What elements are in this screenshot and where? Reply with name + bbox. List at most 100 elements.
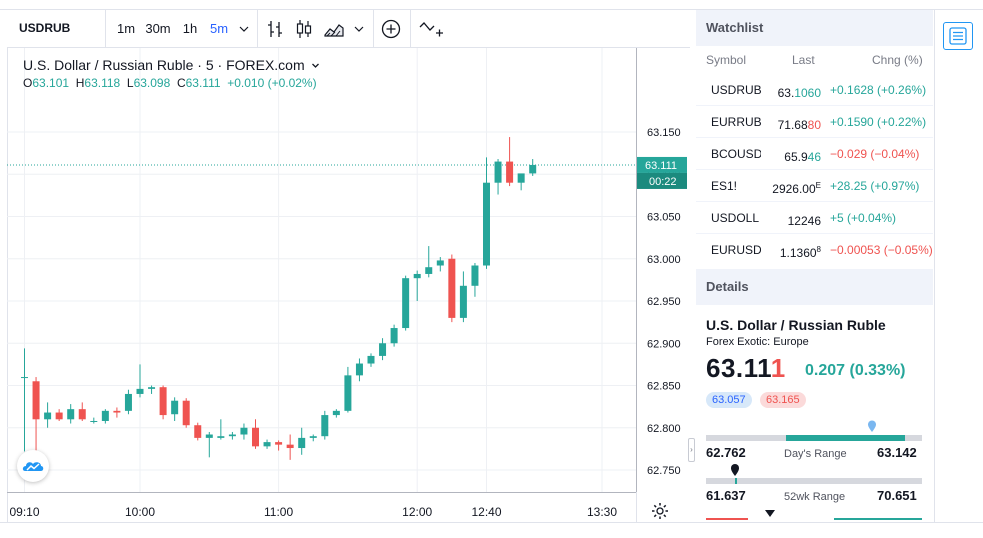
- area-style-icon[interactable]: [323, 18, 345, 40]
- price-main: 63.11: [706, 353, 771, 383]
- candle-body: [448, 258, 456, 318]
- chevron-down-icon[interactable]: [311, 61, 320, 70]
- candle-body: [483, 182, 490, 266]
- candle-body: [379, 343, 387, 356]
- toolbar-separator: [257, 10, 258, 47]
- gear-icon[interactable]: [650, 501, 670, 521]
- candle-body: [101, 410, 109, 421]
- chevron-down-icon[interactable]: [351, 18, 367, 40]
- week52-range-bar: [706, 478, 922, 484]
- candle-body: [367, 355, 375, 364]
- watchlist-symbol: BCOUSD: [711, 147, 761, 161]
- compare-add-icon[interactable]: [380, 18, 402, 40]
- y-axis-tick-label: 62.850: [647, 381, 681, 393]
- price-last-digit: 1: [770, 353, 786, 383]
- days-range-marker-icon: [868, 420, 876, 432]
- candle-body: [194, 425, 202, 438]
- watchlist-row[interactable]: USDRUB 63.1060 +0.1628 (+0.26%): [696, 74, 933, 106]
- triangle-down-icon: [765, 510, 775, 517]
- candle-body: [529, 164, 537, 174]
- week52-range-tick: [735, 478, 737, 484]
- legend-symbol-description[interactable]: U.S. Dollar / Russian Ruble · 5 · FOREX.…: [23, 57, 305, 73]
- week52-range-high: 70.651: [877, 488, 917, 503]
- watchlist-last: 12246: [788, 202, 821, 233]
- x-axis-tick-label: 13:30: [587, 505, 617, 519]
- candle-body: [44, 412, 52, 420]
- y-axis-tick-label: 62.900: [647, 338, 681, 350]
- instrument-category: Forex Exotic: Europe: [706, 336, 809, 348]
- candle-body: [217, 436, 225, 438]
- interval-5m-button[interactable]: 5m: [209, 21, 229, 36]
- watchlist-row[interactable]: ES1! 2926.00E +28.25 (+0.97%): [696, 170, 933, 202]
- candle-body: [124, 393, 132, 411]
- y-axis-tick-label: 63.050: [647, 212, 681, 224]
- watchlist-change: +0.1628 (+0.26%): [830, 83, 927, 97]
- y-axis-tick-label: 62.750: [647, 465, 681, 477]
- watchlist-change: −0.029 (−0.04%): [830, 147, 920, 161]
- panel-collapse-handle[interactable]: ›: [688, 438, 695, 462]
- y-axis-tick-label: 62.950: [647, 296, 681, 308]
- watchlist-last: 63.1060: [777, 74, 821, 105]
- watchlist-change: −0.00053 (−0.05%): [830, 243, 933, 257]
- watchlist-header-row: Symbol Last Chng (%): [696, 46, 933, 74]
- watchlist-row[interactable]: USDOLL 12246 +5 (+0.04%): [696, 202, 933, 234]
- interval-1h-button[interactable]: 1h: [182, 21, 198, 36]
- candle-body: [517, 173, 525, 183]
- candle-body: [390, 328, 398, 344]
- legend-open-label: O: [23, 76, 33, 90]
- candle-body: [506, 161, 514, 183]
- column-change[interactable]: Chng (%): [872, 53, 923, 67]
- toolbar-separator: [373, 10, 374, 47]
- candle-body: [78, 409, 86, 420]
- watchlist-last-superscript: 8: [816, 245, 821, 254]
- chart-legend-title: U.S. Dollar / Russian Ruble · 5 · FOREX.…: [23, 57, 320, 73]
- watchlist-symbol: USDOLL: [711, 211, 760, 225]
- tradingview-logo-button[interactable]: [17, 450, 49, 482]
- candle-body: [425, 267, 433, 274]
- chevron-down-icon[interactable]: [236, 18, 252, 40]
- candle-body: [355, 363, 363, 376]
- watchlist-symbol: EURRUB: [711, 115, 761, 129]
- legend-change-value: +0.010 (+0.02%): [227, 76, 317, 90]
- interval-1m-button[interactable]: 1m: [116, 21, 136, 36]
- watchlist-last-main: 63.: [777, 86, 795, 100]
- candle-body: [471, 265, 479, 286]
- column-last[interactable]: Last: [792, 53, 815, 67]
- ask-price-badge: 63.165: [760, 392, 806, 408]
- candle-body: [113, 410, 121, 413]
- bar-style-icon[interactable]: [264, 18, 286, 40]
- x-axis-tick-label: 09:10: [9, 505, 39, 519]
- watchlist-row[interactable]: BCOUSD 65.946 −0.029 (−0.04%): [696, 138, 933, 170]
- candle-body: [436, 260, 444, 266]
- x-axis-tick-label: 10:00: [125, 505, 155, 519]
- watchlist-row[interactable]: EURRUB 71.6880 +0.1590 (+0.22%): [696, 106, 933, 138]
- x-axis-tick-label: 11:00: [264, 505, 293, 519]
- candles-style-icon[interactable]: [293, 18, 315, 40]
- price-chart[interactable]: 63.15063.10063.05063.00062.95062.90062.8…: [7, 48, 690, 522]
- candle-body: [459, 285, 467, 318]
- interval-30m-button[interactable]: 30m: [145, 21, 171, 36]
- next-section-bar: [834, 518, 922, 520]
- watchlist-toggle-button[interactable]: [943, 22, 973, 50]
- candle-body: [275, 442, 283, 445]
- countdown-badge: [637, 172, 687, 189]
- chart-legend-ohlc: O63.101 H63.118 L63.098 C63.111 +0.010 (…: [23, 76, 317, 90]
- indicators-icon[interactable]: [418, 18, 444, 40]
- candle-body: [228, 434, 236, 437]
- candle-body: [402, 278, 410, 329]
- watchlist-row[interactable]: EURUSD 1.13608 −0.00053 (−0.05%): [696, 234, 933, 265]
- column-symbol[interactable]: Symbol: [706, 53, 747, 67]
- watchlist-last-highlight: 46: [807, 150, 821, 164]
- candle-body: [332, 410, 340, 416]
- candle-body: [309, 436, 317, 438]
- legend-high-label: H: [75, 76, 85, 90]
- watchlist-last-main: 71.68: [777, 118, 808, 132]
- watchlist-last-main: 65.9: [784, 150, 808, 164]
- legend-low-value: 63.098: [133, 76, 171, 90]
- days-range-low: 62.762: [706, 445, 746, 460]
- watchlist-last-superscript: E: [815, 181, 821, 190]
- candle-body: [32, 381, 40, 420]
- legend-high-value: 63.118: [84, 76, 121, 90]
- symbol-search-button[interactable]: USDRUB: [7, 10, 106, 47]
- chart-canvas[interactable]: 63.15063.10063.05063.00062.95062.90062.8…: [7, 48, 690, 522]
